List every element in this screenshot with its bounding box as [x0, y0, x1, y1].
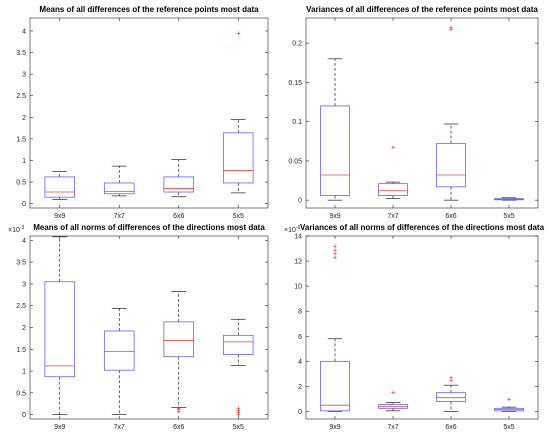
y-tick-label: 4: [22, 238, 26, 245]
x-tick-label: 6x6: [173, 213, 184, 220]
y-tick-label: 3.5: [16, 260, 26, 267]
outlier-marker: +: [449, 25, 453, 32]
y-tick-label: 0.5: [16, 180, 26, 187]
x-tick-label: 7x7: [387, 424, 398, 431]
x-tick-label: 5x5: [503, 213, 514, 220]
y-tick-label: 0.1: [292, 119, 302, 126]
axes-frame: [29, 235, 269, 420]
box-iqr: [436, 143, 466, 188]
outlier-marker: +: [236, 31, 240, 38]
axis-exponent: ×10-3: [8, 225, 25, 234]
outlier-marker: +: [333, 255, 337, 262]
outlier-marker: +: [177, 407, 181, 414]
y-tick-label: 0.5: [16, 390, 26, 397]
y-tick-label: 4: [298, 359, 302, 366]
box-iqr: [163, 321, 195, 358]
chart-title: Variances of all norms of differences of…: [300, 223, 545, 232]
x-tick-label: 9x9: [329, 424, 340, 431]
box-iqr: [320, 360, 350, 412]
x-tick-label: 9x9: [54, 424, 65, 431]
x-tick-label: 5x5: [503, 424, 514, 431]
y-tick-label: 0.15: [288, 80, 302, 87]
box-iqr: [222, 334, 254, 355]
y-tick-label: 2: [22, 115, 26, 122]
y-tick-label: 0: [298, 409, 302, 416]
x-tick-label: 6x6: [445, 213, 456, 220]
y-tick-label: 3: [22, 72, 26, 79]
box-iqr: [44, 176, 76, 198]
outlier-marker: +: [236, 410, 240, 417]
outlier-marker: +: [449, 375, 453, 382]
outlier-marker: +: [177, 406, 181, 413]
y-tick-label: 0: [22, 412, 26, 419]
x-tick-label: 7x7: [114, 424, 125, 431]
y-tick-label: 0: [298, 198, 302, 205]
y-tick-label: 1: [22, 158, 26, 165]
axes-frame: [29, 17, 269, 209]
x-tick-label: 7x7: [114, 213, 125, 220]
outlier-marker: +: [391, 144, 395, 151]
box-iqr: [222, 132, 254, 184]
y-tick-label: 2.5: [16, 93, 26, 100]
box-iqr: [378, 183, 408, 196]
y-tick-label: 1.5: [16, 136, 26, 143]
outlier-marker: +: [333, 244, 337, 251]
outlier-marker: +: [333, 247, 337, 254]
box-iqr: [436, 392, 466, 402]
x-tick-label: 9x9: [54, 213, 65, 220]
y-tick-label: 1: [22, 369, 26, 376]
chart-title: Means of all norms of differences of the…: [33, 223, 265, 232]
outlier-marker: +: [236, 412, 240, 419]
y-tick-label: 3: [22, 281, 26, 288]
chart-means-reference-points: Means of all differences of the referenc…: [16, 5, 269, 220]
box-iqr: [44, 281, 76, 378]
y-tick-label: 0.2: [292, 41, 302, 48]
x-tick-label: 6x6: [173, 424, 184, 431]
y-tick-label: 12: [294, 259, 302, 266]
outlier-marker: +: [177, 409, 181, 416]
outlier-marker: +: [333, 251, 337, 258]
y-tick-label: 10: [294, 284, 302, 291]
chart-title: Variances of all differences of the refe…: [306, 5, 538, 14]
x-tick-label: 6x6: [445, 424, 456, 431]
outlier-marker: +: [236, 408, 240, 415]
chart-variances-norms-directions: Variances of all norms of differences of…: [284, 223, 545, 431]
outlier-marker: +: [236, 406, 240, 413]
y-tick-label: 0: [22, 201, 26, 208]
chart-means-norms-directions: Means of all norms of differences of the…: [8, 223, 269, 431]
chart-variances-reference-points: Variances of all differences of the refe…: [288, 5, 538, 220]
box-iqr: [163, 176, 195, 193]
axes-frame: [305, 235, 539, 420]
outlier-marker: +: [507, 396, 511, 403]
y-tick-label: 4: [22, 28, 26, 35]
box-iqr: [103, 330, 135, 371]
y-tick-label: 0.05: [288, 158, 302, 165]
box-iqr: [320, 105, 350, 196]
y-tick-label: 8: [298, 309, 302, 316]
y-tick-label: 6: [298, 334, 302, 341]
x-tick-label: 9x9: [329, 213, 340, 220]
axis-exponent: ×10-6: [284, 225, 301, 234]
y-tick-label: 3.5: [16, 50, 26, 57]
box-iqr: [103, 182, 135, 195]
outlier-marker: +: [449, 26, 453, 33]
x-tick-label: 7x7: [387, 213, 398, 220]
y-tick-label: 1.5: [16, 347, 26, 354]
chart-title: Means of all differences of the referenc…: [39, 5, 259, 14]
outlier-marker: +: [449, 378, 453, 385]
y-tick-label: 2.5: [16, 303, 26, 310]
axes-frame: [305, 17, 539, 209]
x-tick-label: 5x5: [233, 424, 244, 431]
y-tick-label: 2: [22, 325, 26, 332]
x-tick-label: 5x5: [233, 213, 244, 220]
y-tick-label: 2: [298, 384, 302, 391]
outlier-marker: +: [391, 390, 395, 397]
y-tick-label: 14: [294, 234, 302, 241]
